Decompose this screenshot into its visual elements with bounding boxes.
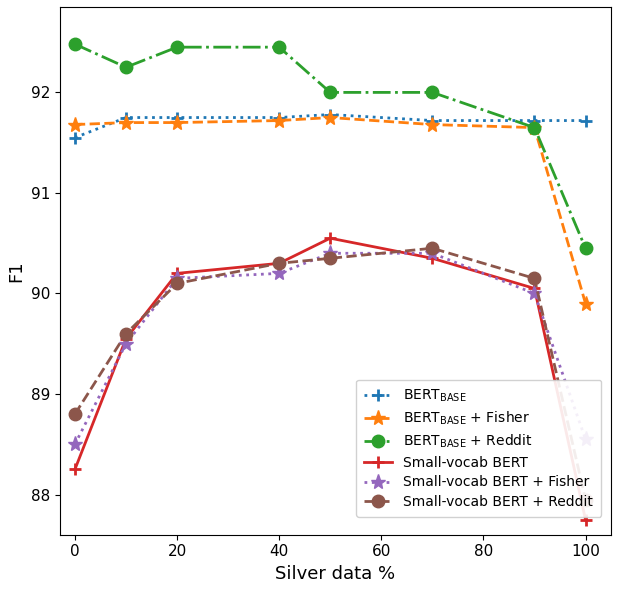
Small-vocab BERT + Fisher xyxy=(122,340,130,348)
Small-vocab BERT + Reddit xyxy=(71,411,78,418)
Small-vocab BERT + Reddit xyxy=(122,330,130,337)
BERT$_{\rm BASE}$ + Reddit xyxy=(122,64,130,71)
Small-vocab BERT + Reddit xyxy=(429,245,436,252)
Small-vocab BERT xyxy=(122,335,130,342)
Small-vocab BERT xyxy=(582,516,589,523)
BERT$_{\rm BASE}$ xyxy=(531,117,538,124)
BERT$_{\rm BASE}$ + Fisher xyxy=(173,119,180,126)
Y-axis label: F1: F1 xyxy=(7,260,25,281)
Small-vocab BERT xyxy=(71,466,78,473)
Small-vocab BERT + Fisher xyxy=(71,441,78,448)
Small-vocab BERT + Reddit xyxy=(276,260,283,267)
Small-vocab BERT + Reddit xyxy=(531,275,538,282)
BERT$_{\rm BASE}$ + Reddit xyxy=(173,44,180,51)
Small-vocab BERT xyxy=(276,260,283,267)
X-axis label: Silver data %: Silver data % xyxy=(275,565,396,583)
BERT$_{\rm BASE}$ xyxy=(122,114,130,121)
Line: BERT$_{\rm BASE}$: BERT$_{\rm BASE}$ xyxy=(69,109,591,143)
Small-vocab BERT xyxy=(326,235,334,242)
Line: Small-vocab BERT + Fisher: Small-vocab BERT + Fisher xyxy=(67,245,593,452)
BERT$_{\rm BASE}$ xyxy=(326,111,334,118)
Small-vocab BERT + Reddit xyxy=(582,496,589,503)
Line: BERT$_{\rm BASE}$ + Reddit: BERT$_{\rm BASE}$ + Reddit xyxy=(69,38,592,254)
BERT$_{\rm BASE}$ xyxy=(582,117,589,124)
Legend: BERT$_{\rm BASE}$, BERT$_{\rm BASE}$ + Fisher, BERT$_{\rm BASE}$ + Reddit, Small: BERT$_{\rm BASE}$, BERT$_{\rm BASE}$ + F… xyxy=(356,379,601,517)
BERT$_{\rm BASE}$ + Reddit xyxy=(429,89,436,96)
BERT$_{\rm BASE}$ + Fisher xyxy=(531,124,538,131)
Small-vocab BERT + Fisher xyxy=(276,270,283,277)
Small-vocab BERT xyxy=(173,270,180,277)
BERT$_{\rm BASE}$ + Reddit xyxy=(531,124,538,131)
Small-vocab BERT + Fisher xyxy=(531,290,538,297)
Line: Small-vocab BERT: Small-vocab BERT xyxy=(69,232,591,525)
Small-vocab BERT + Reddit xyxy=(326,255,334,262)
Small-vocab BERT xyxy=(429,255,436,262)
BERT$_{\rm BASE}$ + Fisher xyxy=(429,121,436,128)
BERT$_{\rm BASE}$ + Fisher xyxy=(71,121,78,128)
BERT$_{\rm BASE}$ xyxy=(276,114,283,121)
Line: BERT$_{\rm BASE}$ + Fisher: BERT$_{\rm BASE}$ + Fisher xyxy=(67,110,593,311)
BERT$_{\rm BASE}$ + Reddit xyxy=(582,245,589,252)
BERT$_{\rm BASE}$ xyxy=(429,117,436,124)
BERT$_{\rm BASE}$ + Reddit xyxy=(71,41,78,48)
Line: Small-vocab BERT + Reddit: Small-vocab BERT + Reddit xyxy=(69,242,592,506)
BERT$_{\rm BASE}$ + Fisher xyxy=(582,300,589,307)
BERT$_{\rm BASE}$ + Fisher xyxy=(326,114,334,121)
Small-vocab BERT + Reddit xyxy=(173,280,180,287)
BERT$_{\rm BASE}$ + Reddit xyxy=(276,44,283,51)
BERT$_{\rm BASE}$ xyxy=(71,134,78,141)
Small-vocab BERT + Fisher xyxy=(326,250,334,257)
Small-vocab BERT + Fisher xyxy=(429,250,436,257)
BERT$_{\rm BASE}$ + Fisher xyxy=(122,119,130,126)
Small-vocab BERT xyxy=(531,285,538,292)
BERT$_{\rm BASE}$ + Reddit xyxy=(326,89,334,96)
BERT$_{\rm BASE}$ + Fisher xyxy=(276,117,283,124)
Small-vocab BERT + Fisher xyxy=(173,275,180,282)
BERT$_{\rm BASE}$ xyxy=(173,114,180,121)
Small-vocab BERT + Fisher xyxy=(582,436,589,443)
